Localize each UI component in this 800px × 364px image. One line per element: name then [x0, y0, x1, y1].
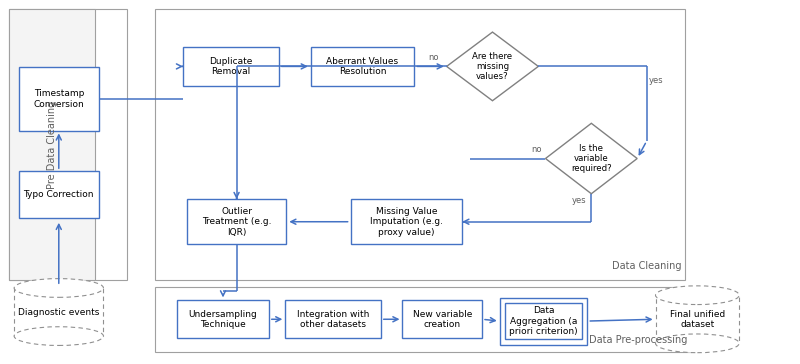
Ellipse shape: [14, 278, 103, 297]
Bar: [155, 288, 691, 352]
Text: Data Cleaning: Data Cleaning: [612, 261, 682, 271]
Bar: [10, 9, 127, 280]
Text: Data Pre-processing: Data Pre-processing: [589, 335, 687, 345]
Text: Timestamp
Conversion: Timestamp Conversion: [34, 89, 84, 108]
Text: Data
Aggregation (a
priori criterion): Data Aggregation (a priori criterion): [509, 306, 578, 336]
Text: yes: yes: [571, 197, 586, 205]
Bar: [655, 295, 739, 343]
Text: Integration with
other datasets: Integration with other datasets: [297, 309, 370, 329]
Text: yes: yes: [649, 76, 664, 85]
Polygon shape: [546, 123, 637, 194]
Bar: [350, 199, 462, 244]
Text: Pre Data Cleaning: Pre Data Cleaning: [47, 100, 58, 189]
Text: Final unified
dataset: Final unified dataset: [670, 309, 725, 329]
Bar: [183, 47, 279, 86]
Bar: [177, 300, 269, 338]
Text: no: no: [428, 53, 438, 62]
Text: Missing Value
Imputation (e.g.
proxy value): Missing Value Imputation (e.g. proxy val…: [370, 207, 443, 237]
Ellipse shape: [655, 334, 739, 353]
Text: Diagnostic events: Diagnostic events: [18, 308, 99, 317]
Bar: [500, 298, 587, 345]
Text: Aberrant Values
Resolution: Aberrant Values Resolution: [326, 57, 398, 76]
Text: Is the
variable
required?: Is the variable required?: [571, 144, 612, 173]
Text: Outlier
Treatment (e.g.
IQR): Outlier Treatment (e.g. IQR): [202, 207, 271, 237]
Text: no: no: [531, 145, 542, 154]
Polygon shape: [446, 32, 538, 101]
Bar: [19, 171, 98, 218]
Text: New variable
creation: New variable creation: [413, 309, 472, 329]
Bar: [285, 300, 381, 338]
Ellipse shape: [655, 286, 739, 305]
Bar: [506, 302, 582, 340]
Text: Duplicate
Removal: Duplicate Removal: [210, 57, 253, 76]
Text: Typo Correction: Typo Correction: [23, 190, 94, 199]
Text: Are there
missing
values?: Are there missing values?: [473, 52, 513, 81]
Text: Undersampling
Technique: Undersampling Technique: [189, 309, 258, 329]
Bar: [10, 9, 95, 280]
Bar: [14, 288, 103, 336]
Bar: [186, 199, 286, 244]
Bar: [402, 300, 482, 338]
Bar: [310, 47, 414, 86]
Bar: [19, 67, 98, 131]
Ellipse shape: [14, 327, 103, 345]
Bar: [155, 9, 686, 280]
